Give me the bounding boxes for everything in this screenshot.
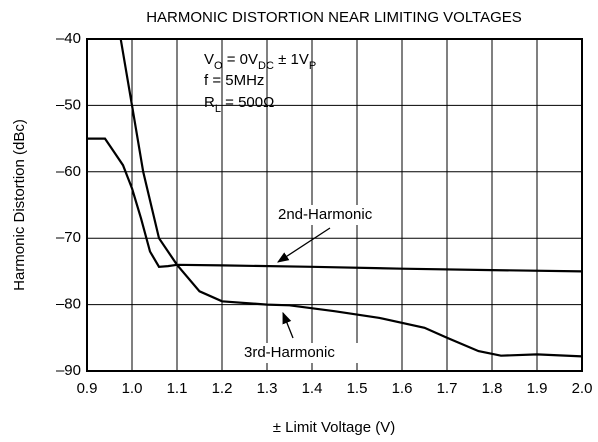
- x-tick-label: 0.9: [77, 380, 98, 397]
- x-tick-label: 2.0: [572, 380, 593, 397]
- y-tick-label: –80: [56, 296, 81, 313]
- series-label: 3rd-Harmonic: [244, 344, 335, 361]
- annotation-part: O: [214, 60, 223, 72]
- annotation-part: DC: [258, 60, 274, 72]
- annotation-part: V: [204, 51, 214, 68]
- y-axis-label: Harmonic Distortion (dBc): [11, 119, 28, 291]
- label-bg: [275, 205, 397, 225]
- annotation-part: = 0V: [223, 51, 258, 68]
- series-label: 2nd-Harmonic: [278, 206, 373, 223]
- x-tick-label: 1.4: [302, 380, 323, 397]
- x-tick-label: 1.0: [122, 380, 143, 397]
- x-tick-label: 1.6: [392, 380, 413, 397]
- y-tick-label: –60: [56, 163, 81, 180]
- x-tick-label: 1.2: [212, 380, 233, 397]
- series-line: [119, 39, 582, 358]
- x-tick-label: 1.5: [347, 380, 368, 397]
- arrow: [282, 311, 294, 339]
- y-tick-label: –50: [56, 96, 81, 113]
- annotation-part: P: [309, 60, 316, 72]
- x-tick-label: 1.1: [167, 380, 188, 397]
- label-bg: [241, 343, 363, 363]
- annotation: RL = 500Ω: [204, 94, 274, 115]
- plot-frame: [86, 38, 583, 372]
- annotation-part: L: [215, 103, 221, 115]
- y-tick-label: –40: [56, 30, 81, 47]
- annotation-part: f = 5MHz: [204, 72, 264, 89]
- annotation-part: R: [204, 94, 215, 111]
- x-axis-label: ± Limit Voltage (V): [273, 419, 395, 436]
- arrow: [277, 227, 331, 263]
- annotation-part: ± 1V: [274, 51, 309, 68]
- annotation: VO = 0VDC ± 1VP: [204, 51, 316, 72]
- y-tick-label: –70: [56, 229, 81, 246]
- annotation-part: = 500Ω: [221, 94, 274, 111]
- y-tick-label: –90: [56, 362, 81, 379]
- x-tick-label: 1.7: [437, 380, 458, 397]
- series-line: [87, 137, 582, 273]
- chart-title: HARMONIC DISTORTION NEAR LIMITING VOLTAG…: [146, 9, 522, 26]
- x-tick-label: 1.8: [482, 380, 503, 397]
- x-tick-label: 1.9: [527, 380, 548, 397]
- x-tick-label: 1.3: [257, 380, 278, 397]
- annotation: f = 5MHz: [204, 72, 264, 89]
